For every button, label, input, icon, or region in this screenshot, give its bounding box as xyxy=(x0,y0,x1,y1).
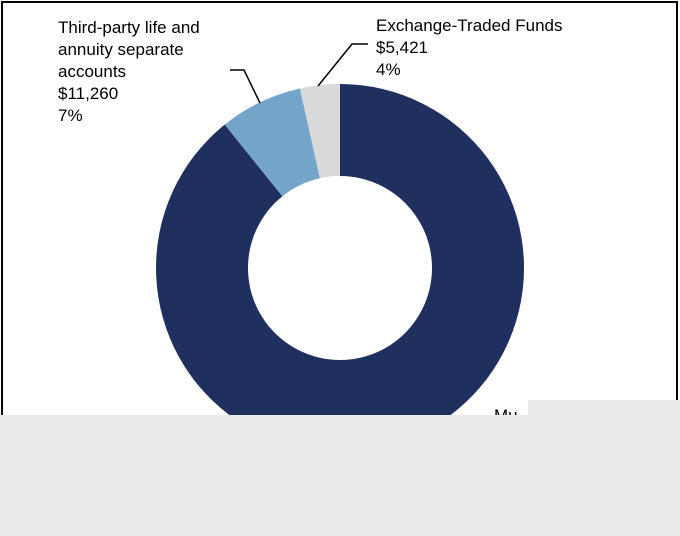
percent-label: 7% xyxy=(58,106,83,125)
overlay xyxy=(0,415,680,536)
slice-label: Exchange-Traded Funds $5,421 4% xyxy=(376,15,636,81)
percent-label: 4% xyxy=(376,60,401,79)
value-label: $5,421 xyxy=(376,38,428,57)
slice xyxy=(156,84,525,452)
leader-line xyxy=(230,69,261,104)
leader-line xyxy=(317,43,368,87)
slice-label: Third-party life and annuity separate ac… xyxy=(58,17,228,127)
slice xyxy=(299,84,340,179)
slice xyxy=(224,88,320,197)
category-label: Third-party life and annuity separate ac… xyxy=(58,18,200,81)
value-label: $11,260 xyxy=(58,84,119,103)
overlay xyxy=(528,400,680,415)
category-label: Exchange-Traded Funds xyxy=(376,16,563,35)
